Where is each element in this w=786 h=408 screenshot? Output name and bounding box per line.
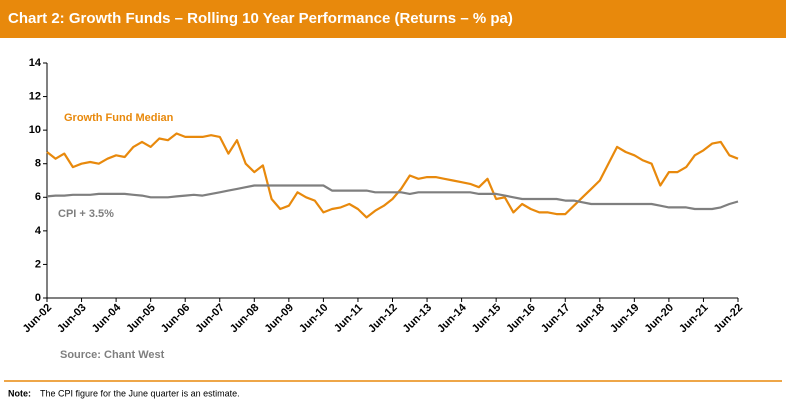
source: Source: Chant West (60, 349, 165, 361)
x-tick-label: Jun-17 (539, 302, 573, 336)
chart-title: Chart 2: Growth Funds – Rolling 10 Year … (8, 10, 513, 27)
x-tick-label: Jun-11 (332, 302, 365, 335)
x-tick-label: Jun-02 (21, 302, 55, 336)
x-tick-label: Jun-21 (677, 302, 711, 336)
x-tick-label: Jun-07 (193, 302, 227, 336)
y-tick-label: 14 (29, 57, 42, 69)
x-tick-label: Jun-03 (55, 302, 89, 336)
series-line (46, 132, 739, 219)
y-tick-label: 8 (35, 158, 41, 170)
x-tick-label: Jun-13 (401, 302, 435, 336)
series-label: Growth Fund Median (64, 112, 174, 124)
x-tick-label: Jun-15 (470, 302, 504, 336)
x-tick-label: Jun-19 (608, 302, 642, 336)
header-bar (0, 0, 786, 38)
series-label: CPI + 3.5% (58, 208, 114, 220)
x-tick-label: Jun-22 (712, 302, 746, 336)
x-tick-label: Jun-12 (366, 302, 400, 336)
x-tick-label: Jun-09 (262, 302, 296, 336)
note-label: Note: (8, 388, 31, 398)
x-tick-label: Jun-14 (435, 301, 469, 335)
y-tick-label: 12 (29, 90, 41, 102)
y-tick-label: 6 (35, 191, 41, 203)
x-tick-label: Jun-08 (228, 302, 262, 336)
x-tick-label: Jun-16 (504, 302, 538, 336)
x-tick-label: Jun-20 (643, 302, 677, 336)
y-tick-label: 2 (35, 258, 41, 270)
x-tick-label: Jun-10 (297, 302, 331, 336)
x-tick-label: Jun-18 (573, 302, 607, 336)
series-line (46, 184, 739, 211)
y-tick-label: 0 (35, 292, 41, 304)
note-text: The CPI figure for the June quarter is a… (40, 388, 240, 398)
x-tick-label: Jun-05 (124, 302, 158, 336)
x-tick-label: Jun-06 (159, 302, 193, 336)
y-tick-label: 4 (35, 225, 42, 237)
x-tick-label: Jun-04 (90, 301, 124, 335)
y-tick-label: 10 (29, 124, 41, 136)
